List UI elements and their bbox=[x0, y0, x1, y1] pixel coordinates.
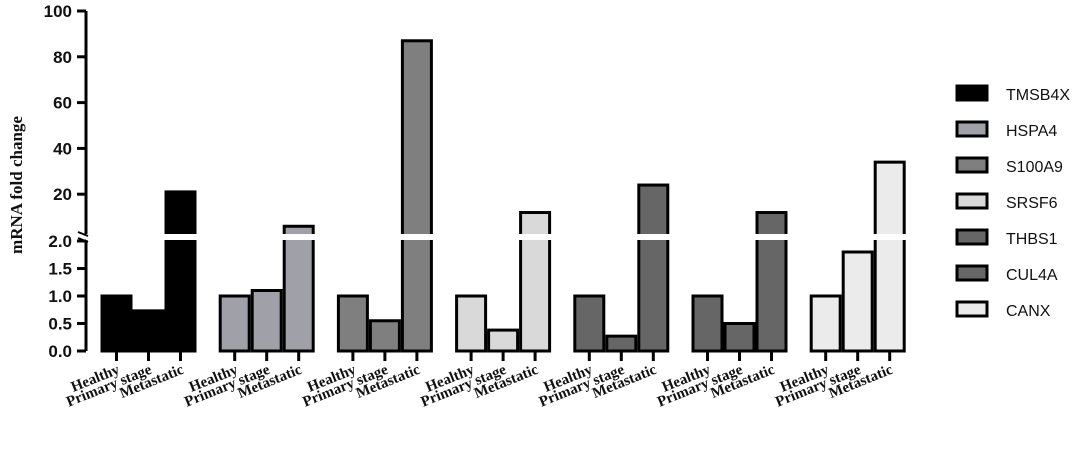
bar bbox=[873, 160, 906, 353]
legend-label: CANX bbox=[1006, 303, 1051, 320]
legend-swatch bbox=[955, 120, 989, 138]
bar-break-gap bbox=[399, 234, 435, 240]
bar bbox=[755, 211, 788, 353]
y-tick-label: 40 bbox=[53, 139, 72, 158]
legend-label: S100A9 bbox=[1006, 159, 1063, 176]
bar bbox=[573, 294, 606, 353]
y-tick-label: 1.0 bbox=[48, 287, 72, 306]
bar bbox=[100, 294, 133, 353]
y-tick-label: 1.5 bbox=[48, 260, 72, 279]
axis-break-gap bbox=[78, 234, 94, 240]
bar bbox=[250, 289, 283, 353]
bar-break-gap bbox=[754, 234, 789, 240]
bars bbox=[100, 39, 908, 353]
y-axis: 0.0 0.5 1.0 1.5 2.0 20 40 60 80 100 bbox=[44, 2, 94, 361]
bar-break-gap bbox=[872, 234, 908, 240]
bar bbox=[218, 294, 251, 353]
bar bbox=[605, 334, 638, 353]
bar bbox=[487, 328, 520, 353]
bar bbox=[691, 294, 724, 353]
legend-label: SRSF6 bbox=[1006, 195, 1058, 212]
legend-swatch bbox=[955, 84, 989, 102]
bar bbox=[841, 250, 874, 353]
legend-label: HSPA4 bbox=[1006, 123, 1057, 140]
bar bbox=[723, 322, 756, 353]
y-tick-label: 2.0 bbox=[48, 232, 72, 251]
legend-swatch bbox=[955, 192, 989, 210]
y-tick-label: 80 bbox=[53, 48, 72, 67]
bar bbox=[809, 294, 842, 353]
y-tick-label: 60 bbox=[53, 94, 72, 113]
legend-swatch bbox=[955, 156, 989, 174]
axis-break-mark bbox=[77, 231, 89, 237]
legend-label: THBS1 bbox=[1006, 231, 1058, 248]
legend-label: CUL4A bbox=[1006, 267, 1058, 284]
bar-break-gap bbox=[517, 234, 553, 240]
y-tick-label: 0.5 bbox=[48, 315, 72, 334]
bar bbox=[282, 224, 315, 353]
bar bbox=[637, 183, 670, 353]
bar bbox=[164, 190, 197, 353]
legend-label: TMSB4X bbox=[1006, 87, 1070, 104]
bar bbox=[336, 294, 369, 353]
y-tick-label: 20 bbox=[53, 185, 72, 204]
bar-break-gap bbox=[281, 234, 317, 240]
bar-break-gap bbox=[163, 234, 198, 240]
y-axis-label: mRNA fold change bbox=[7, 116, 26, 254]
bar bbox=[519, 211, 552, 353]
bar-break-gap bbox=[635, 234, 671, 240]
y-tick-label: 0.0 bbox=[48, 342, 72, 361]
legend-swatch bbox=[955, 228, 989, 246]
bar bbox=[400, 39, 433, 353]
legend-swatch bbox=[955, 300, 989, 318]
bar bbox=[455, 294, 488, 353]
legend: TMSB4X HSPA4 S100A9 SRSF6 THBS1 CUL4A CANX bbox=[955, 84, 1070, 320]
legend-swatch bbox=[955, 264, 989, 282]
bar bbox=[132, 309, 165, 353]
bar bbox=[368, 319, 401, 353]
y-tick-label: 100 bbox=[44, 2, 72, 21]
